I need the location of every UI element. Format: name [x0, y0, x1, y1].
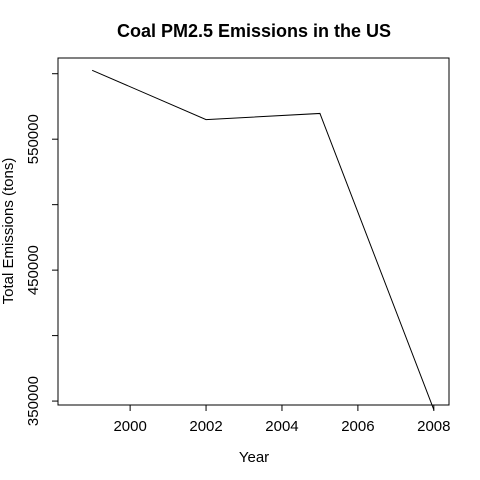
x-tick-label: 2002: [189, 418, 222, 435]
x-tick-label: 2008: [417, 418, 450, 435]
plot-frame: [57, 57, 450, 406]
y-tick-label: 350000: [25, 376, 42, 426]
series-line: [91, 69, 435, 410]
chart-title: Coal PM2.5 Emissions in the US: [117, 21, 391, 41]
y-axis-label: Total Emissions (tons): [0, 158, 17, 305]
y-tick-label: 550000: [25, 114, 42, 164]
x-axis-label: Year: [239, 449, 269, 466]
y-tick-label: 450000: [25, 245, 42, 295]
x-axis: 2000 2002 2004 2006 2008: [113, 405, 451, 435]
series-layer: [91, 69, 435, 410]
x-tick-label: 2004: [265, 418, 298, 435]
y-axis: 350000 450000 550000: [25, 73, 58, 426]
x-tick-label: 2000: [113, 418, 146, 435]
x-tick-label: 2006: [341, 418, 374, 435]
